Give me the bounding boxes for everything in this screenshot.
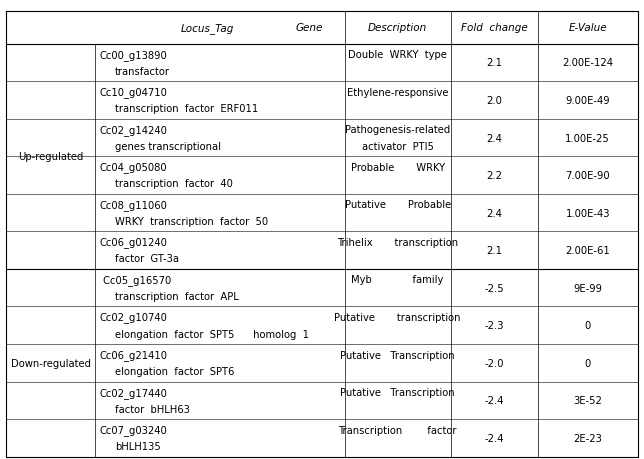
Text: Fold  change: Fold change — [461, 23, 527, 33]
Text: Ethylene-responsive: Ethylene-responsive — [347, 88, 448, 97]
Text: transfactor: transfactor — [115, 67, 169, 77]
Text: transcription  factor  APL: transcription factor APL — [115, 291, 238, 301]
Text: 2E-23: 2E-23 — [573, 433, 602, 443]
Text: -2.5: -2.5 — [484, 283, 504, 293]
Text: factor  bHLH63: factor bHLH63 — [115, 404, 189, 414]
Text: 2.00E-124: 2.00E-124 — [562, 58, 613, 68]
Text: 2.2: 2.2 — [486, 171, 502, 181]
Text: 2.1: 2.1 — [486, 58, 502, 68]
Text: Down-regulated: Down-regulated — [11, 358, 91, 368]
Text: Putative       Probable: Putative Probable — [345, 200, 451, 210]
Text: transcription  factor  ERF011: transcription factor ERF011 — [115, 104, 258, 114]
Text: Cc02_g14240: Cc02_g14240 — [100, 124, 167, 135]
Text: Cc08_g11060: Cc08_g11060 — [100, 200, 167, 210]
Text: Cc04_g05080: Cc04_g05080 — [100, 162, 167, 173]
Text: 2.1: 2.1 — [486, 246, 502, 256]
Text: 9E-99: 9E-99 — [573, 283, 602, 293]
Text: -2.4: -2.4 — [484, 433, 504, 443]
Text: Cc05_g16570: Cc05_g16570 — [100, 274, 171, 285]
Text: 3E-52: 3E-52 — [573, 396, 602, 405]
Text: Cc02_g10740: Cc02_g10740 — [100, 312, 167, 323]
Text: Cc06_g01240: Cc06_g01240 — [100, 237, 167, 248]
Text: elongation  factor  SPT6: elongation factor SPT6 — [115, 366, 234, 376]
Text: -2.3: -2.3 — [484, 320, 504, 330]
Text: Description: Description — [368, 23, 428, 33]
Text: 2.4: 2.4 — [486, 133, 502, 143]
Text: Myb             family: Myb family — [352, 275, 444, 285]
Text: -2.0: -2.0 — [484, 358, 504, 368]
Text: Cc07_g03240: Cc07_g03240 — [100, 424, 167, 435]
Text: bHLH135: bHLH135 — [115, 441, 160, 451]
Text: Up-regulated: Up-regulated — [18, 152, 84, 162]
Text: -2.4: -2.4 — [484, 396, 504, 405]
Text: 0: 0 — [585, 358, 591, 368]
Text: Transcription        factor: Transcription factor — [338, 425, 457, 435]
Text: Double  WRKY  type: Double WRKY type — [348, 50, 447, 60]
Text: Probable       WRKY: Probable WRKY — [350, 162, 445, 173]
Text: Putative       transcription: Putative transcription — [334, 312, 461, 322]
Text: Locus_Tag: Locus_Tag — [180, 22, 234, 34]
Text: 9.00E-49: 9.00E-49 — [565, 96, 610, 106]
Text: 1.00E-25: 1.00E-25 — [565, 133, 610, 143]
Text: genes transcriptional: genes transcriptional — [115, 141, 221, 151]
Text: Cc06_g21410: Cc06_g21410 — [100, 349, 168, 360]
Text: Trihelix       transcription: Trihelix transcription — [337, 237, 459, 247]
Text: transcription  factor  40: transcription factor 40 — [115, 179, 232, 189]
Text: Cc10_g04710: Cc10_g04710 — [100, 87, 167, 98]
Text: Pathogenesis-related: Pathogenesis-related — [345, 125, 450, 135]
Text: E-Value: E-Value — [569, 23, 607, 33]
Text: Cc00_g13890: Cc00_g13890 — [100, 50, 167, 61]
Text: factor  GT-3a: factor GT-3a — [115, 254, 178, 264]
Text: activator  PTI5: activator PTI5 — [362, 141, 433, 151]
Text: elongation  factor  SPT5      homolog  1: elongation factor SPT5 homolog 1 — [115, 329, 308, 339]
Text: 1.00E-43: 1.00E-43 — [565, 208, 610, 218]
Text: 0: 0 — [585, 320, 591, 330]
Text: 2.0: 2.0 — [486, 96, 502, 106]
Text: Gene: Gene — [296, 23, 323, 33]
Text: 7.00E-90: 7.00E-90 — [565, 171, 610, 181]
Text: Putative   Transcription: Putative Transcription — [341, 387, 455, 397]
Text: Cc02_g17440: Cc02_g17440 — [100, 387, 167, 397]
Text: 2.4: 2.4 — [486, 208, 502, 218]
Text: 2.00E-61: 2.00E-61 — [565, 246, 610, 256]
Text: Putative   Transcription: Putative Transcription — [341, 350, 455, 360]
Text: WRKY  transcription  factor  50: WRKY transcription factor 50 — [115, 216, 268, 226]
